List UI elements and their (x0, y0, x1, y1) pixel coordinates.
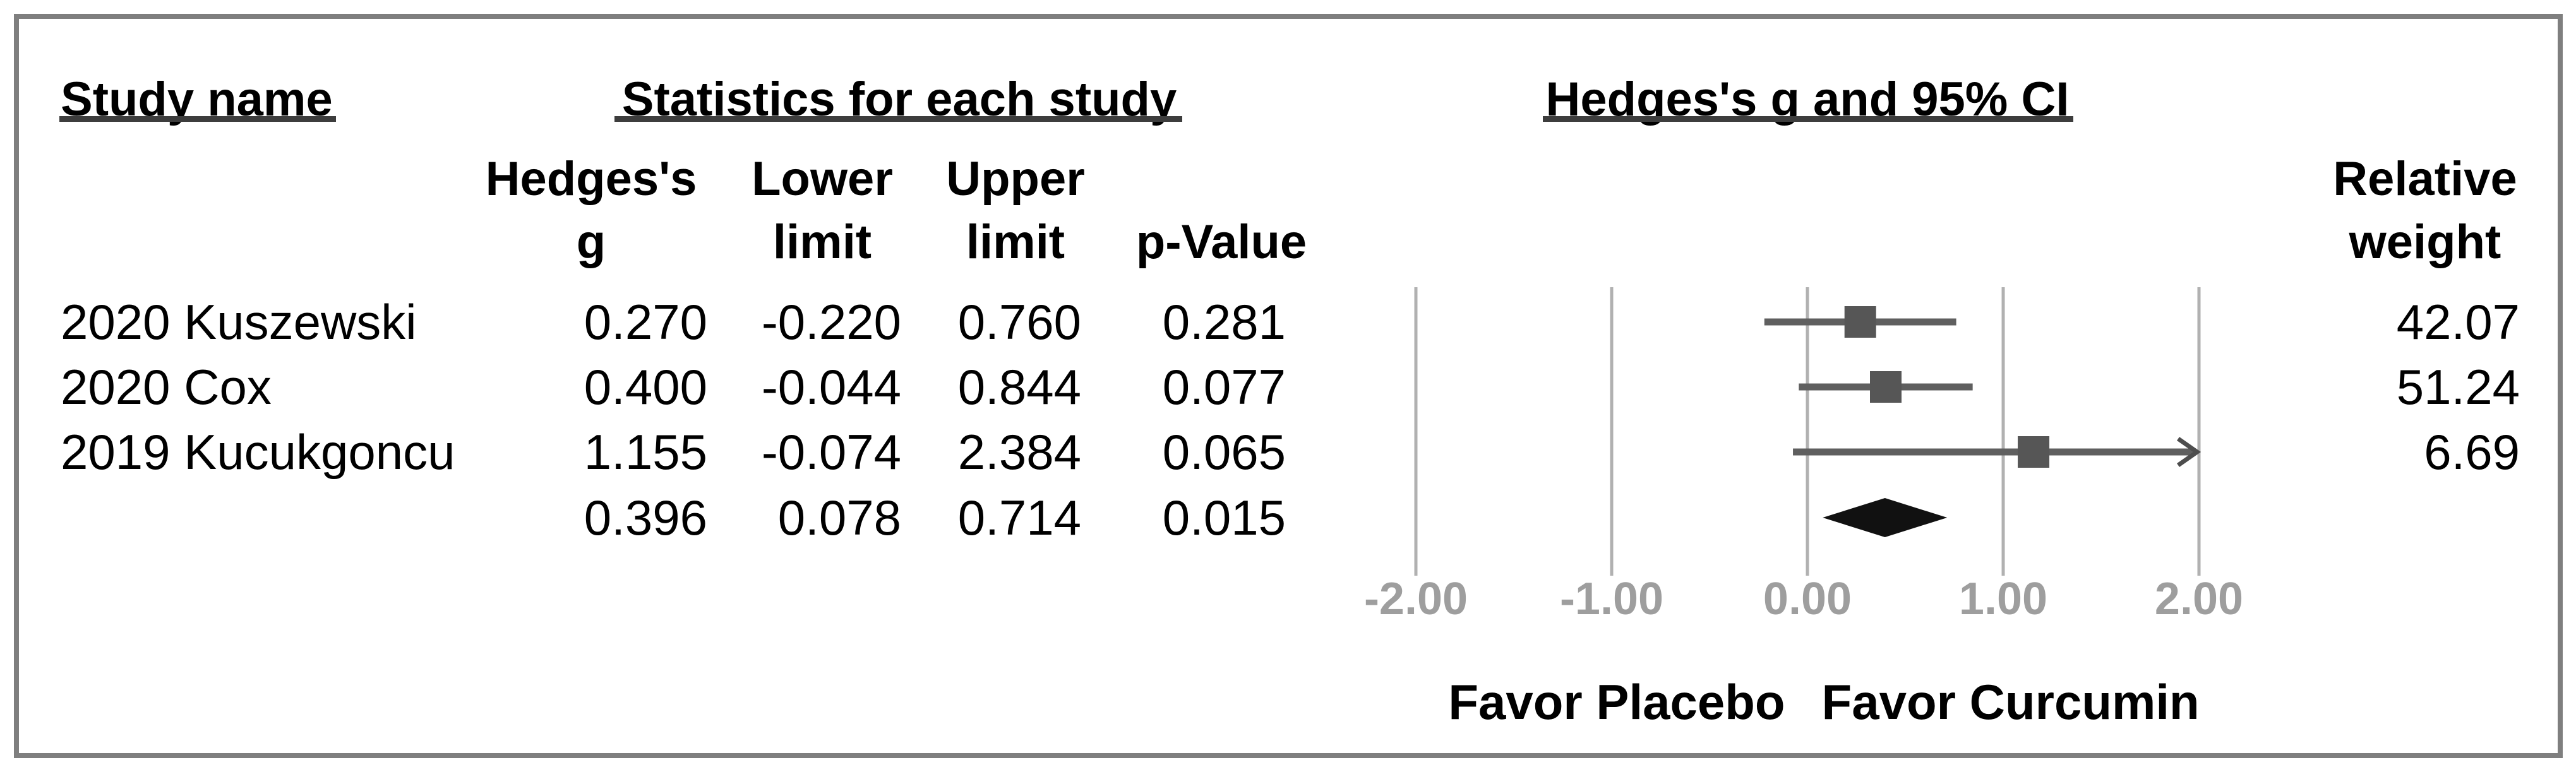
x-axis-tick-label: 2.00 (2154, 574, 2244, 624)
relative-weight-value: 42.07 (2396, 294, 2520, 350)
favor-placebo-label: Favor Placebo (1448, 674, 1785, 730)
plot-frame (14, 14, 2563, 758)
lower-limit-value: -0.074 (761, 424, 901, 480)
col-header-upper-line2: limit (966, 215, 1065, 269)
p-value: 0.077 (1162, 359, 1286, 415)
p-value: 0.065 (1162, 424, 1286, 480)
col-header-hedges-g-line1: Hedges's (485, 152, 697, 206)
col-header-p-value: p-Value (1135, 215, 1307, 269)
upper-limit-value: 2.384 (957, 424, 1081, 480)
favor-labels: Favor Placebo Favor Curcumin (1448, 677, 2199, 727)
statistics-underline (614, 116, 1182, 122)
col-header-lower-line1: Lower (752, 152, 893, 206)
summary-lower-limit-value: 0.078 (777, 490, 901, 545)
hedges-g-value: 1.155 (584, 424, 707, 480)
plot-title-underline (1543, 116, 2073, 122)
study-label: 2020 Kuszewski (61, 294, 417, 350)
x-axis-tick-label: 1.00 (1958, 574, 2048, 624)
col-header-upper-line1: Upper (946, 152, 1085, 206)
summary-p-value: 0.015 (1162, 490, 1286, 545)
study-name-underline (59, 116, 336, 122)
summary-upper-limit-value: 0.714 (957, 490, 1081, 545)
relative-weight-value: 51.24 (2396, 359, 2520, 415)
lower-limit-value: -0.044 (761, 359, 901, 415)
x-axis-tick-label: -1.00 (1559, 574, 1664, 624)
study-label: 2019 Kucukgoncu (61, 424, 455, 480)
upper-limit-value: 0.844 (957, 359, 1081, 415)
upper-limit-value: 0.760 (957, 294, 1081, 350)
summary-hedges-g-value: 0.396 (584, 490, 707, 545)
hedges-g-value: 0.270 (584, 294, 707, 350)
x-axis-tick-label: 0.00 (1763, 574, 1852, 624)
hedges-g-value: 0.400 (584, 359, 707, 415)
col-header-lower-line2: limit (772, 215, 872, 269)
col-header-hedges-g-line2: g (576, 215, 606, 269)
favor-curcumin-label: Favor Curcumin (1821, 674, 2200, 730)
lower-limit-value: -0.220 (761, 294, 901, 350)
col-header-relative-weight-line1: Relative (2333, 152, 2517, 206)
col-header-relative-weight-line2: weight (2349, 215, 2501, 269)
p-value: 0.281 (1162, 294, 1286, 350)
study-label: 2020 Cox (61, 359, 272, 415)
x-axis-tick-label: -2.00 (1363, 574, 1468, 624)
relative-weight-value: 6.69 (2424, 424, 2520, 480)
